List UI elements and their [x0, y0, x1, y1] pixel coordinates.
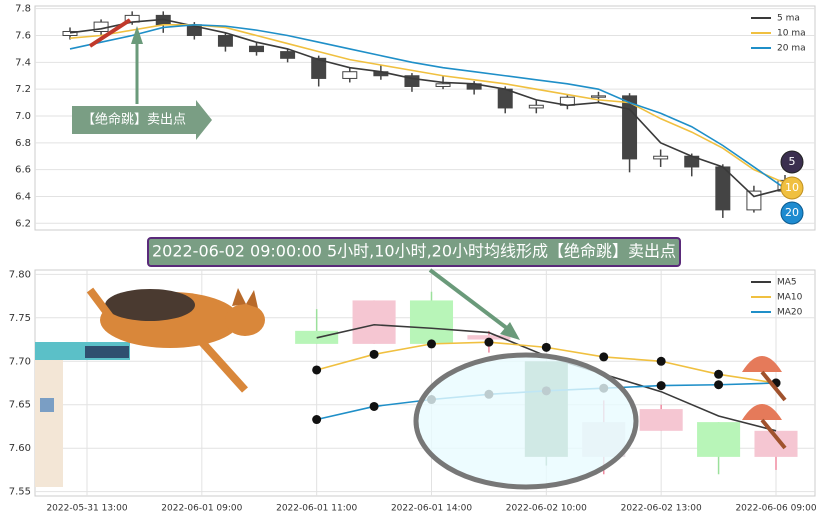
candle-body	[715, 166, 731, 211]
candle-body	[746, 190, 762, 211]
y-tick-label: 7.70	[9, 356, 31, 367]
candle-body	[653, 155, 669, 160]
y-tick-label: 7.0	[15, 111, 31, 122]
candle-body	[352, 300, 396, 344]
y-tick-label: 6.8	[15, 138, 31, 149]
x-tick-label: 2022-06-02 13:00	[621, 504, 702, 514]
y-tick-label: 7.6	[15, 31, 31, 42]
ma-dot	[599, 352, 609, 362]
candle-body	[639, 409, 683, 431]
ma-dot	[714, 369, 724, 379]
ma-dot	[369, 401, 379, 411]
x-tick-label: 2022-06-06 09:00	[735, 504, 816, 514]
y-tick-label: 6.4	[15, 191, 31, 202]
legend-label: 5 ma	[777, 14, 800, 24]
dog	[86, 287, 265, 393]
ma-dot	[656, 356, 666, 366]
legend-label: MA10	[777, 293, 803, 303]
legend-label: MA20	[777, 308, 803, 318]
candle-body	[404, 75, 420, 87]
legend-label: 20 ma	[777, 44, 806, 54]
badge: 20	[785, 206, 799, 219]
x-tick-label: 2022-06-01 11:00	[276, 504, 357, 514]
candle-body	[528, 104, 544, 109]
sell-arrow-top	[72, 18, 212, 140]
ma-dot	[312, 365, 322, 375]
y-tick-label: 7.8	[15, 4, 31, 15]
ma-dot	[656, 381, 666, 391]
highlight-ellipse	[413, 352, 639, 490]
candle-body	[467, 335, 511, 340]
legend-label: 10 ma	[777, 29, 806, 39]
candle-body	[217, 35, 233, 47]
candle-body	[435, 83, 451, 87]
candle-body	[342, 71, 358, 79]
candle-body	[409, 300, 454, 344]
candle-body	[311, 57, 327, 79]
y-tick-label: 7.55	[9, 487, 31, 498]
x-tick-label: 2022-06-01 09:00	[161, 504, 242, 514]
y-tick-label: 7.60	[9, 443, 31, 454]
sell-annotation: 【绝命跳】卖出点	[82, 112, 186, 128]
y-tick-label: 7.4	[15, 57, 31, 68]
banner-arrow	[428, 268, 520, 340]
banner	[147, 237, 681, 267]
candle-body	[280, 51, 296, 59]
x-tick-label: 2022-06-01 14:00	[391, 504, 472, 514]
badges	[780, 150, 804, 225]
ma-dot	[427, 339, 436, 349]
candle-body	[697, 422, 741, 457]
y-tick-label: 7.80	[9, 269, 31, 280]
x-tick-label: 2022-05-31 13:00	[46, 504, 127, 514]
candle-body	[622, 95, 638, 160]
banner-text: 2022-06-02 09:00:00 5小时,10小时,20小时均线形成【绝命…	[152, 242, 676, 261]
parachutists	[742, 356, 787, 450]
ma-dot	[714, 380, 724, 390]
diving-board	[35, 342, 130, 487]
candle-body	[249, 45, 265, 53]
x-tick-label: 2022-06-02 10:00	[506, 504, 587, 514]
badge: 10	[785, 181, 799, 194]
y-tick-label: 7.65	[9, 400, 31, 411]
ma-line	[69, 23, 786, 190]
ma-dot	[369, 349, 379, 359]
y-tick-label: 7.75	[9, 313, 31, 324]
y-tick-label: 7.2	[15, 84, 31, 95]
y-tick-label: 6.2	[15, 218, 31, 229]
candle-body	[590, 95, 606, 98]
legend-label: MA5	[777, 278, 797, 288]
badge: 5	[789, 155, 796, 168]
candle-body	[497, 88, 513, 109]
ma-dot	[312, 415, 322, 425]
candle-body	[62, 30, 78, 37]
y-tick-label: 6.6	[15, 165, 31, 176]
ma-dot	[484, 337, 494, 347]
ma-dot	[541, 342, 551, 352]
